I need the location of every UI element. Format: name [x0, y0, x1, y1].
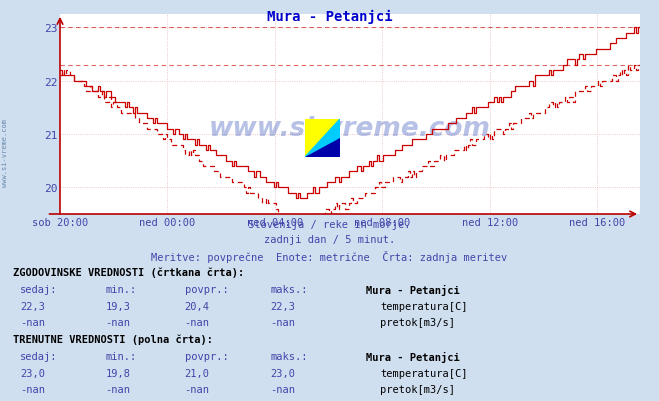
Text: ZGODOVINSKE VREDNOSTI (črtkana črta):: ZGODOVINSKE VREDNOSTI (črtkana črta): [13, 267, 244, 278]
Text: maks.:: maks.: [270, 285, 308, 295]
Text: Mura - Petanjci: Mura - Petanjci [267, 10, 392, 24]
Text: Mura - Petanjci: Mura - Petanjci [366, 351, 459, 363]
Text: -nan: -nan [105, 317, 130, 327]
Text: 19,3: 19,3 [105, 301, 130, 311]
Text: temperatura[C]: temperatura[C] [380, 368, 468, 378]
Text: Meritve: povprečne  Enote: metrične  Črta: zadnja meritev: Meritve: povprečne Enote: metrične Črta:… [152, 250, 507, 262]
Text: TRENUTNE VREDNOSTI (polna črta):: TRENUTNE VREDNOSTI (polna črta): [13, 334, 213, 344]
Text: -nan: -nan [185, 384, 210, 393]
Text: www.si-vreme.com: www.si-vreme.com [209, 116, 491, 142]
Text: 23,0: 23,0 [270, 368, 295, 378]
Text: pretok[m3/s]: pretok[m3/s] [380, 317, 455, 327]
Text: povpr.:: povpr.: [185, 285, 228, 295]
Polygon shape [305, 139, 340, 158]
Text: -nan: -nan [105, 384, 130, 393]
Polygon shape [305, 120, 340, 158]
Text: pretok[m3/s]: pretok[m3/s] [380, 384, 455, 393]
Text: -nan: -nan [185, 317, 210, 327]
Text: 22,3: 22,3 [270, 301, 295, 311]
Text: povpr.:: povpr.: [185, 351, 228, 361]
Text: Mura - Petanjci: Mura - Petanjci [366, 285, 459, 296]
Polygon shape [305, 120, 340, 158]
Text: 20,4: 20,4 [185, 301, 210, 311]
Text: -nan: -nan [20, 317, 45, 327]
Text: min.:: min.: [105, 285, 136, 295]
Text: Slovenija / reke in morje.: Slovenija / reke in morje. [248, 219, 411, 229]
Text: min.:: min.: [105, 351, 136, 361]
Text: -nan: -nan [270, 317, 295, 327]
Text: 21,0: 21,0 [185, 368, 210, 378]
Text: 19,8: 19,8 [105, 368, 130, 378]
Text: temperatura[C]: temperatura[C] [380, 301, 468, 311]
Text: maks.:: maks.: [270, 351, 308, 361]
Text: sedaj:: sedaj: [20, 285, 57, 295]
Text: -nan: -nan [270, 384, 295, 393]
Text: 22,3: 22,3 [20, 301, 45, 311]
Text: www.si-vreme.com: www.si-vreme.com [2, 118, 9, 186]
Text: sedaj:: sedaj: [20, 351, 57, 361]
Text: zadnji dan / 5 minut.: zadnji dan / 5 minut. [264, 235, 395, 245]
Text: -nan: -nan [20, 384, 45, 393]
Text: 23,0: 23,0 [20, 368, 45, 378]
